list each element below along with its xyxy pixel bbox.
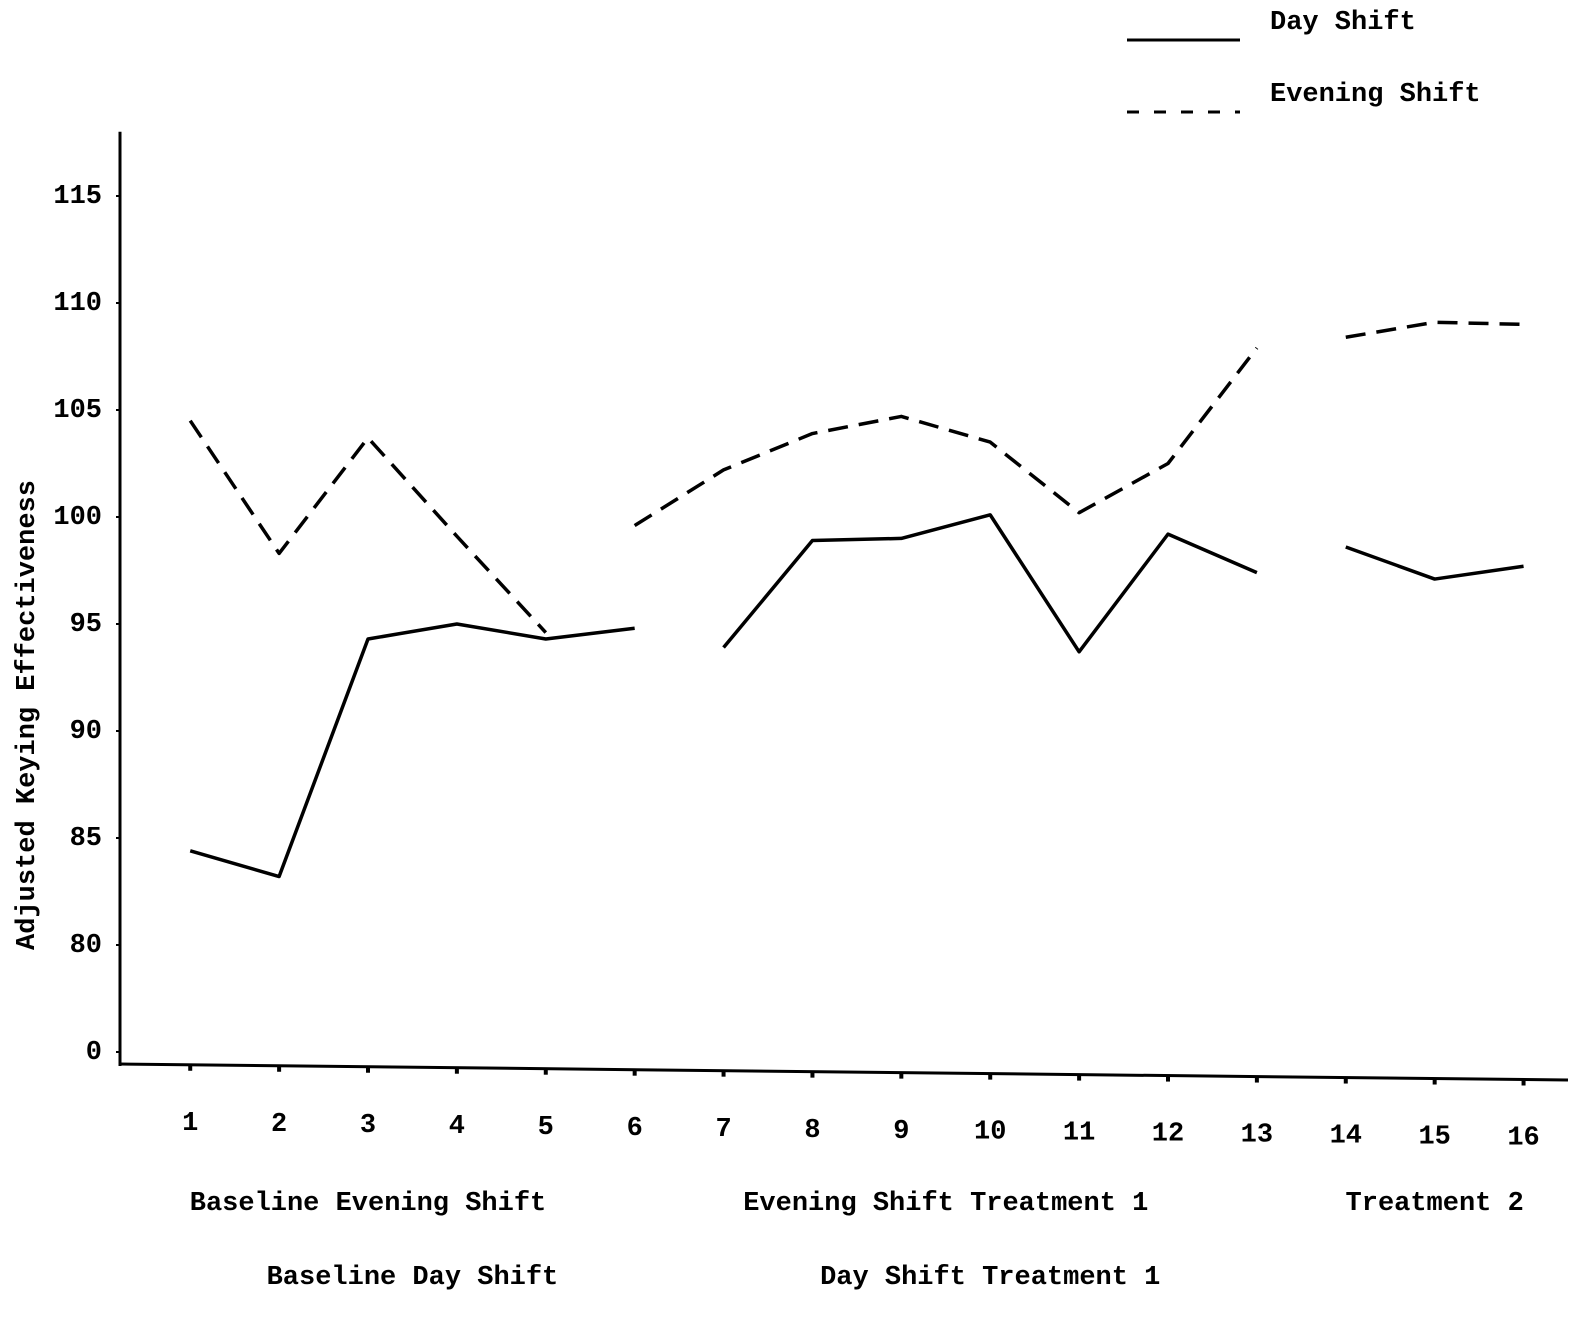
x-tick-label: 12 [1152,1120,1184,1150]
y-tick-label: 100 [53,503,102,533]
x-tick-label: 8 [804,1116,820,1146]
legend-label: Evening Shift [1270,80,1481,110]
phase-label: Day Shift Treatment 1 [820,1263,1160,1293]
phase-label: Baseline Day Shift [267,1263,559,1293]
y-tick-label: 80 [70,931,102,961]
y-tick-label: 0 [86,1038,102,1068]
y-axis-label: Adjusted Keying Effectiveness [13,480,43,950]
x-tick-label: 13 [1241,1121,1273,1151]
series-line [722,513,1258,654]
series-line [633,346,1259,528]
x-tick-label: 11 [1063,1119,1095,1149]
series-line [189,622,635,879]
x-axis [119,1062,1569,1082]
y-tick-label: 95 [70,610,102,640]
series-line [1345,545,1524,581]
y-tick-label: 115 [53,182,102,212]
y-tick-label: 85 [70,824,102,854]
phase-label: Evening Shift Treatment 1 [743,1189,1148,1219]
phase-label: Baseline Evening Shift [190,1189,546,1219]
x-tick-label: 15 [1418,1123,1450,1153]
series-line [188,419,548,634]
y-tick-label: 90 [70,717,102,747]
y-tick-label: 110 [53,289,102,319]
x-tick-label: 9 [893,1117,909,1147]
legend-label: Day Shift [1270,8,1416,38]
series-line [1345,320,1524,339]
x-tick-label: 5 [538,1113,554,1143]
x-tick-label: 2 [271,1110,287,1140]
x-tick-label: 1 [182,1109,198,1139]
phase-label: Treatment 2 [1346,1189,1524,1219]
x-tick-label: 16 [1507,1124,1539,1154]
x-tick-label: 4 [449,1112,465,1142]
x-tick-label: 6 [627,1114,643,1144]
y-tick-label: 105 [53,396,102,426]
x-tick-label: 7 [715,1115,731,1145]
x-tick-label: 3 [360,1111,376,1141]
x-tick-label: 14 [1330,1122,1362,1152]
x-tick-label: 10 [974,1118,1006,1148]
